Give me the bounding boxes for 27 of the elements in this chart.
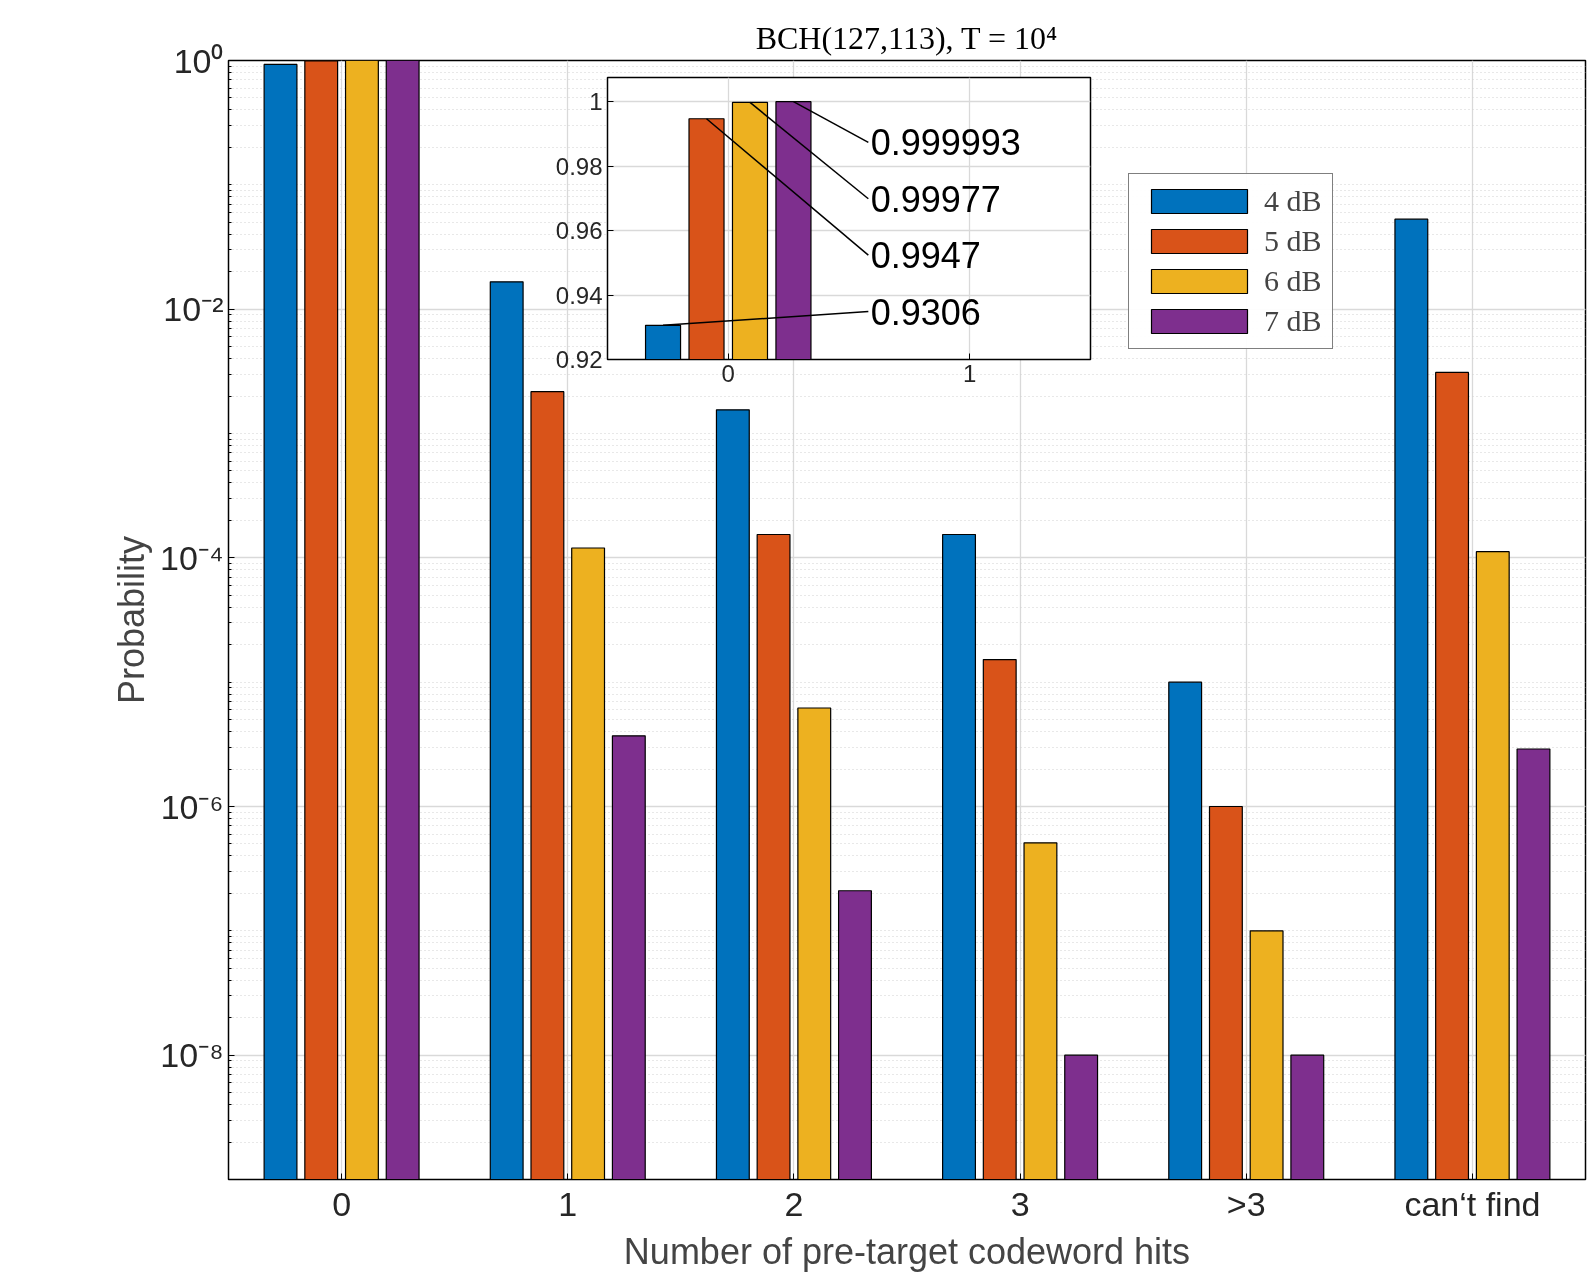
y-tick-label: 10⁰ [173,41,224,80]
y-tick-label: 10⁻⁶ [160,787,224,826]
y-tick-label: 0.92 [555,346,603,373]
legend-label: 4 dB [1264,184,1322,218]
legend-label: 6 dB [1264,264,1322,298]
legend-label: 5 dB [1264,224,1322,258]
x-tick-label: 0 [332,1184,352,1223]
x-tick-label: can‘t find [1404,1184,1541,1223]
y-axis-title: Probability [111,535,153,705]
y-tick-label: 10⁻⁴ [160,538,224,577]
y-tick-label: 0.96 [555,217,603,245]
annotation: 0.999993 [870,122,1021,164]
x-tick-label: 3 [1010,1184,1030,1223]
x-axis-title: Number of pre-target codeword hits [623,1230,1191,1272]
chart-title: BCH(127,113), T = 10⁴ [755,19,1058,56]
x-tick-label: 0 [721,359,735,387]
y-tick-label: 10⁻² [163,290,224,329]
annotation: 0.9306 [870,291,981,333]
annotation: 0.9947 [870,235,981,277]
legend-label: 7 dB [1264,304,1322,338]
annotation: 0.99977 [870,178,1001,220]
y-tick-label: 0.98 [555,152,603,180]
y-tick-label: 0.94 [555,281,603,309]
y-tick-label: 1 [589,88,603,116]
y-tick-label: 10⁻⁸ [160,1036,224,1075]
x-tick-label: >3 [1226,1184,1266,1223]
x-tick-label: 2 [784,1184,804,1223]
